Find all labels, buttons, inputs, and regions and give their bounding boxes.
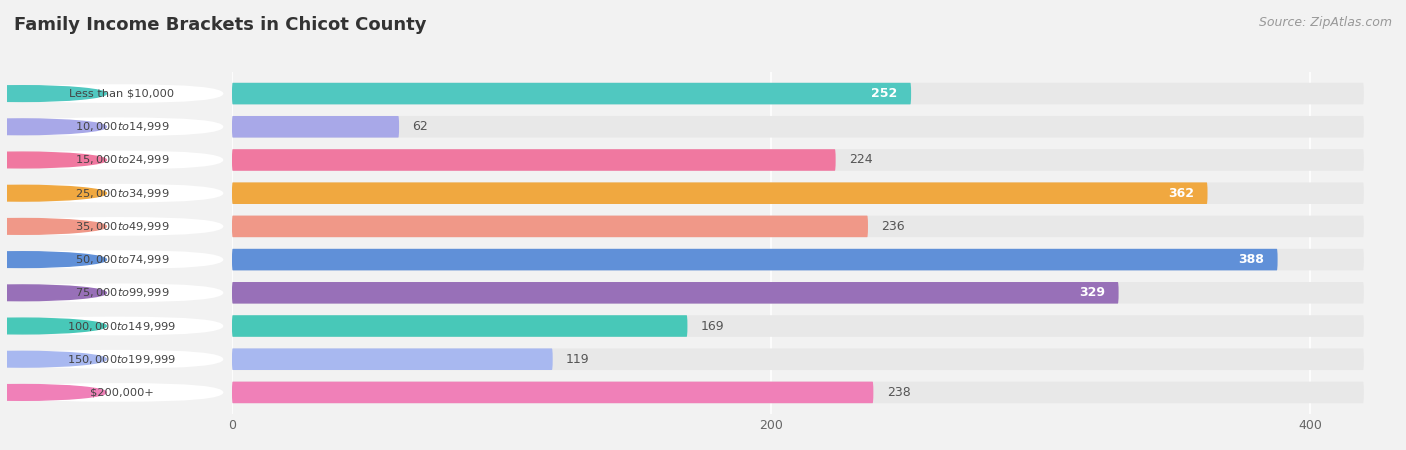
FancyBboxPatch shape <box>232 315 1364 337</box>
Text: $35,000 to $49,999: $35,000 to $49,999 <box>75 220 169 233</box>
Text: $100,000 to $149,999: $100,000 to $149,999 <box>67 320 176 333</box>
Text: $150,000 to $199,999: $150,000 to $199,999 <box>67 353 176 366</box>
FancyBboxPatch shape <box>232 116 399 138</box>
Text: $15,000 to $24,999: $15,000 to $24,999 <box>75 153 169 166</box>
FancyBboxPatch shape <box>232 216 1364 237</box>
Circle shape <box>0 185 107 201</box>
FancyBboxPatch shape <box>232 149 1364 171</box>
FancyBboxPatch shape <box>232 382 1364 403</box>
FancyBboxPatch shape <box>7 184 224 202</box>
Circle shape <box>0 119 107 135</box>
FancyBboxPatch shape <box>232 282 1119 304</box>
FancyBboxPatch shape <box>232 149 835 171</box>
Circle shape <box>0 252 107 267</box>
FancyBboxPatch shape <box>7 151 224 169</box>
Text: 362: 362 <box>1168 187 1194 200</box>
FancyBboxPatch shape <box>7 317 224 335</box>
Text: 329: 329 <box>1080 286 1105 299</box>
Text: 169: 169 <box>702 320 724 333</box>
Text: 62: 62 <box>412 120 429 133</box>
FancyBboxPatch shape <box>7 250 224 269</box>
Text: Source: ZipAtlas.com: Source: ZipAtlas.com <box>1258 16 1392 29</box>
Circle shape <box>0 385 107 400</box>
FancyBboxPatch shape <box>232 83 1364 104</box>
FancyBboxPatch shape <box>7 350 224 369</box>
Text: 119: 119 <box>567 353 589 366</box>
Text: $75,000 to $99,999: $75,000 to $99,999 <box>75 286 169 299</box>
Circle shape <box>0 152 107 168</box>
FancyBboxPatch shape <box>232 282 1364 304</box>
FancyBboxPatch shape <box>7 284 224 302</box>
Text: $50,000 to $74,999: $50,000 to $74,999 <box>75 253 169 266</box>
Circle shape <box>0 285 107 301</box>
FancyBboxPatch shape <box>7 217 224 236</box>
FancyBboxPatch shape <box>232 83 911 104</box>
FancyBboxPatch shape <box>232 249 1364 270</box>
Text: $10,000 to $14,999: $10,000 to $14,999 <box>75 120 169 133</box>
Circle shape <box>0 351 107 367</box>
FancyBboxPatch shape <box>7 84 224 103</box>
Text: 236: 236 <box>882 220 905 233</box>
FancyBboxPatch shape <box>7 383 224 402</box>
FancyBboxPatch shape <box>232 116 1364 138</box>
Circle shape <box>0 86 107 101</box>
FancyBboxPatch shape <box>232 182 1364 204</box>
Text: Less than $10,000: Less than $10,000 <box>69 89 174 99</box>
Text: 252: 252 <box>872 87 897 100</box>
Circle shape <box>0 318 107 334</box>
Text: 388: 388 <box>1239 253 1264 266</box>
FancyBboxPatch shape <box>7 117 224 136</box>
FancyBboxPatch shape <box>232 182 1208 204</box>
Text: $25,000 to $34,999: $25,000 to $34,999 <box>75 187 169 200</box>
FancyBboxPatch shape <box>232 216 868 237</box>
FancyBboxPatch shape <box>232 348 1364 370</box>
Text: $200,000+: $200,000+ <box>90 387 153 397</box>
Text: Family Income Brackets in Chicot County: Family Income Brackets in Chicot County <box>14 16 426 34</box>
Text: 224: 224 <box>849 153 873 166</box>
Text: 238: 238 <box>887 386 911 399</box>
FancyBboxPatch shape <box>232 348 553 370</box>
FancyBboxPatch shape <box>232 382 873 403</box>
Circle shape <box>0 219 107 234</box>
FancyBboxPatch shape <box>232 249 1278 270</box>
FancyBboxPatch shape <box>232 315 688 337</box>
